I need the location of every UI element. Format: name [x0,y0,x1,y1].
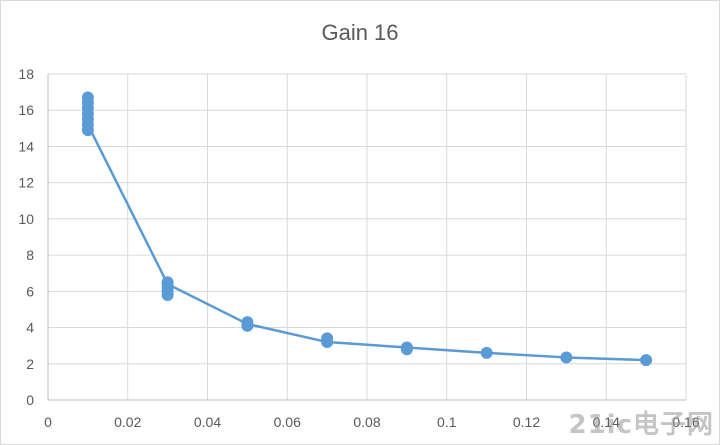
x-tick-label: 0.08 [353,414,380,430]
x-tick-label: 0.14 [593,414,620,430]
y-tick-label: 6 [26,283,34,299]
grid-lines [48,73,687,400]
data-point [400,341,413,354]
data-point [560,351,573,364]
data-point [321,332,334,345]
x-tick-label: 0.04 [194,414,221,430]
data-point [241,316,254,329]
data-point [81,91,94,104]
y-tick-label: 8 [26,247,34,263]
x-tick-labels: 0 0.02 0.04 0.06 0.08 0.1 0.12 0.14 0.16 [44,414,700,430]
y-tick-label: 16 [18,102,34,118]
x-tick-label: 0.02 [114,414,141,430]
watermark-logo: 21ic电子网 [568,410,714,440]
data-point [640,354,653,367]
y-tick-label: 10 [18,211,34,227]
series-points [81,91,653,367]
x-tick-label: 0 [44,414,52,430]
x-tick-label: 0.16 [672,414,699,430]
data-point [480,346,493,359]
axes [47,74,686,401]
y-tick-label: 4 [26,320,34,336]
x-tick-label: 0.1 [437,414,457,430]
y-tick-label: 12 [18,175,34,191]
chart-title: Gain 16 [321,20,399,45]
x-tick-label: 0.06 [274,414,301,430]
y-tick-label: 18 [18,66,34,82]
y-tick-label: 0 [26,392,34,408]
series-line-path [86,124,647,362]
y-tick-label: 2 [26,356,34,372]
y-tick-labels: 0 2 4 6 8 10 12 14 16 18 [18,66,34,408]
y-tick-label: 14 [18,138,34,154]
x-tick-label: 0.12 [513,414,540,430]
data-point [161,276,174,289]
series-line [86,124,647,362]
